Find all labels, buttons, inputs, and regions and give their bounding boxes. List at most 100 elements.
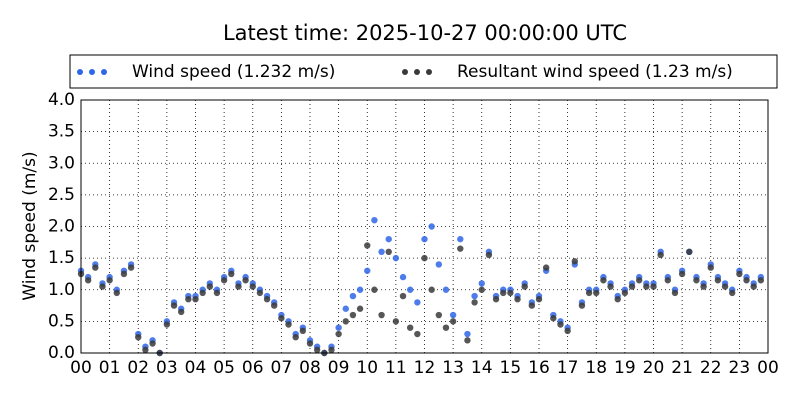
x-tick-label: 13 — [442, 358, 464, 378]
point — [170, 302, 178, 309]
point — [721, 283, 729, 290]
point — [177, 308, 185, 316]
point — [621, 289, 629, 297]
y-tick-label: 1.0 — [48, 280, 75, 300]
x-tick-label: 16 — [528, 358, 550, 378]
x-tick-label: 19 — [614, 358, 636, 378]
x-tick-label: 09 — [328, 358, 350, 378]
y-tick-label: 0.0 — [48, 343, 75, 363]
point — [378, 248, 385, 255]
point — [521, 283, 528, 290]
point — [500, 289, 507, 297]
point — [364, 267, 371, 274]
point — [435, 311, 443, 319]
x-tick-label: 05 — [213, 358, 235, 378]
point — [671, 289, 679, 297]
point — [335, 330, 342, 338]
y-tick-label: 0.5 — [48, 311, 75, 331]
point — [292, 333, 299, 341]
point — [693, 277, 700, 284]
y-tick-label: 1.5 — [48, 248, 75, 268]
point — [428, 286, 435, 293]
point — [449, 311, 457, 319]
point — [428, 223, 435, 230]
point — [271, 302, 278, 309]
point — [220, 277, 228, 284]
point — [306, 340, 314, 347]
x-tick-label: 17 — [557, 358, 579, 378]
point — [707, 264, 714, 271]
point — [757, 277, 765, 284]
point — [278, 315, 285, 322]
point — [564, 327, 571, 335]
point — [285, 321, 292, 328]
point — [421, 235, 428, 243]
point — [163, 321, 171, 328]
point — [120, 270, 128, 278]
point — [507, 289, 514, 297]
point — [199, 289, 206, 297]
point — [471, 292, 478, 300]
point — [256, 289, 264, 297]
point — [349, 311, 357, 319]
point — [385, 235, 392, 243]
point — [185, 296, 192, 303]
point — [99, 283, 106, 290]
point — [736, 270, 743, 278]
x-tick-label: 21 — [671, 358, 693, 378]
point — [421, 254, 428, 262]
point — [192, 296, 199, 303]
plot-frame — [80, 99, 769, 354]
x-tick-label: 04 — [185, 358, 207, 378]
point — [614, 296, 621, 303]
point — [342, 305, 349, 312]
point — [528, 302, 536, 309]
point — [406, 286, 414, 293]
point — [585, 289, 593, 297]
point — [149, 340, 156, 347]
point — [643, 283, 650, 290]
point — [335, 324, 342, 331]
point — [657, 251, 664, 259]
x-tick-label: 14 — [471, 358, 493, 378]
point — [628, 283, 636, 290]
point — [228, 270, 235, 278]
legend-box — [69, 54, 778, 89]
x-tick-label: 15 — [500, 358, 522, 378]
point — [414, 299, 421, 306]
x-tick-label: 20 — [643, 358, 665, 378]
point — [299, 327, 307, 335]
point — [313, 346, 321, 354]
point — [242, 277, 249, 284]
point — [127, 264, 135, 271]
legend-marker — [414, 69, 420, 75]
x-tick-label: 07 — [271, 358, 293, 378]
point — [485, 251, 493, 259]
point — [235, 283, 242, 290]
point — [492, 296, 500, 303]
point — [392, 254, 400, 262]
y-axis-label: Wind speed (m/s) — [20, 151, 40, 300]
point — [557, 321, 564, 328]
point — [371, 216, 378, 224]
point — [743, 277, 750, 284]
point — [263, 296, 271, 303]
point — [571, 258, 578, 265]
chart-title: Latest time: 2025-10-27 00:00:00 UTC — [223, 21, 627, 45]
x-tick-label: 06 — [242, 358, 264, 378]
point — [464, 330, 471, 338]
legend-marker — [89, 69, 95, 75]
legend-marker — [402, 69, 408, 75]
point — [385, 248, 392, 255]
point — [249, 283, 256, 290]
point — [714, 277, 722, 284]
point — [142, 346, 149, 354]
point — [442, 286, 450, 293]
point — [750, 283, 757, 290]
point — [206, 283, 214, 290]
point — [535, 296, 543, 303]
x-tick-label: 11 — [385, 358, 407, 378]
point — [542, 264, 550, 271]
